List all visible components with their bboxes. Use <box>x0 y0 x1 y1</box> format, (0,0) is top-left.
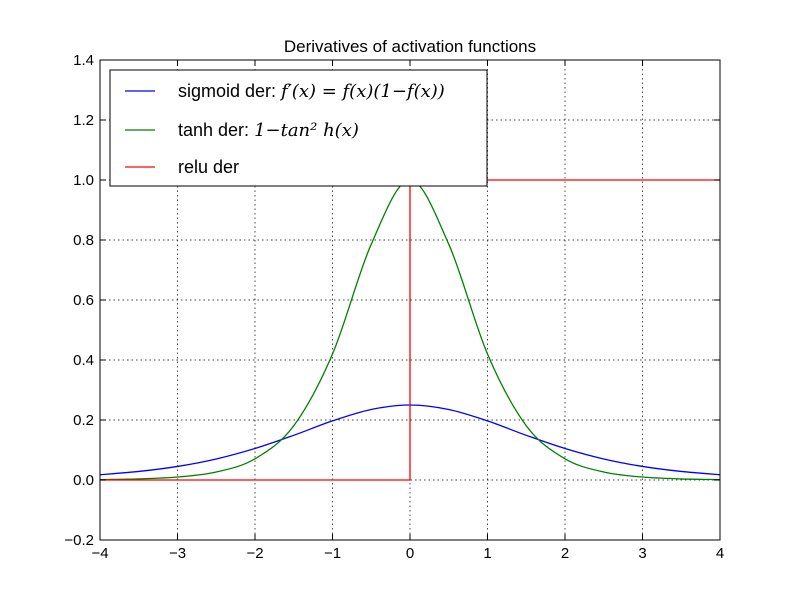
x-tick-label: 1 <box>483 545 491 562</box>
y-tick-label: 1.0 <box>73 172 94 189</box>
x-tick-label: 2 <box>561 545 569 562</box>
series-line-relu <box>100 179 720 481</box>
y-tick-label: −0.2 <box>64 532 94 549</box>
legend: sigmoid der: f′(x) = f(x)(1−f(x)) tanh de… <box>109 69 488 187</box>
legend-label-sigmoid: sigmoid der: f′(x) = f(x)(1−f(x)) <box>178 81 445 102</box>
legend-name-tanh: tanh der: <box>178 120 249 140</box>
legend-name-sigmoid: sigmoid der: <box>178 81 276 101</box>
y-tick-label: 0.8 <box>73 232 94 249</box>
x-tick-label: −3 <box>169 545 186 562</box>
x-tick-label: −1 <box>324 545 341 562</box>
y-tick-label: 0.4 <box>73 352 94 369</box>
x-tick-label: 4 <box>716 545 724 562</box>
y-tick-label: 0.2 <box>73 412 94 429</box>
x-tick-label: 3 <box>638 545 646 562</box>
x-tick-label: −4 <box>91 545 108 562</box>
x-tick-label: 0 <box>406 545 414 562</box>
x-tick-label: −2 <box>246 545 263 562</box>
y-tick-label: 1.2 <box>73 112 94 129</box>
plot-lines <box>99 179 721 481</box>
legend-math-tanh: 1−tan² h(x) <box>254 120 359 141</box>
y-tick-label: 1.4 <box>73 52 94 69</box>
y-tick-label: 0.6 <box>73 292 94 309</box>
axis-ticks: −4 −3 −2 −1 0 1 2 3 4 −0.2 0.0 0.2 0.4 0.6 0.8 1.0 1.2 1.… <box>64 52 724 562</box>
y-tick-label: 0.0 <box>73 472 94 489</box>
legend-math-sigmoid: f′(x) = f(x)(1−f(x)) <box>279 81 445 102</box>
legend-box <box>109 69 488 187</box>
chart-title: Derivatives of activation functions <box>284 37 536 56</box>
legend-label-relu: relu der <box>178 157 239 177</box>
legend-label-tanh: tanh der: 1−tan² h(x) <box>178 120 359 141</box>
